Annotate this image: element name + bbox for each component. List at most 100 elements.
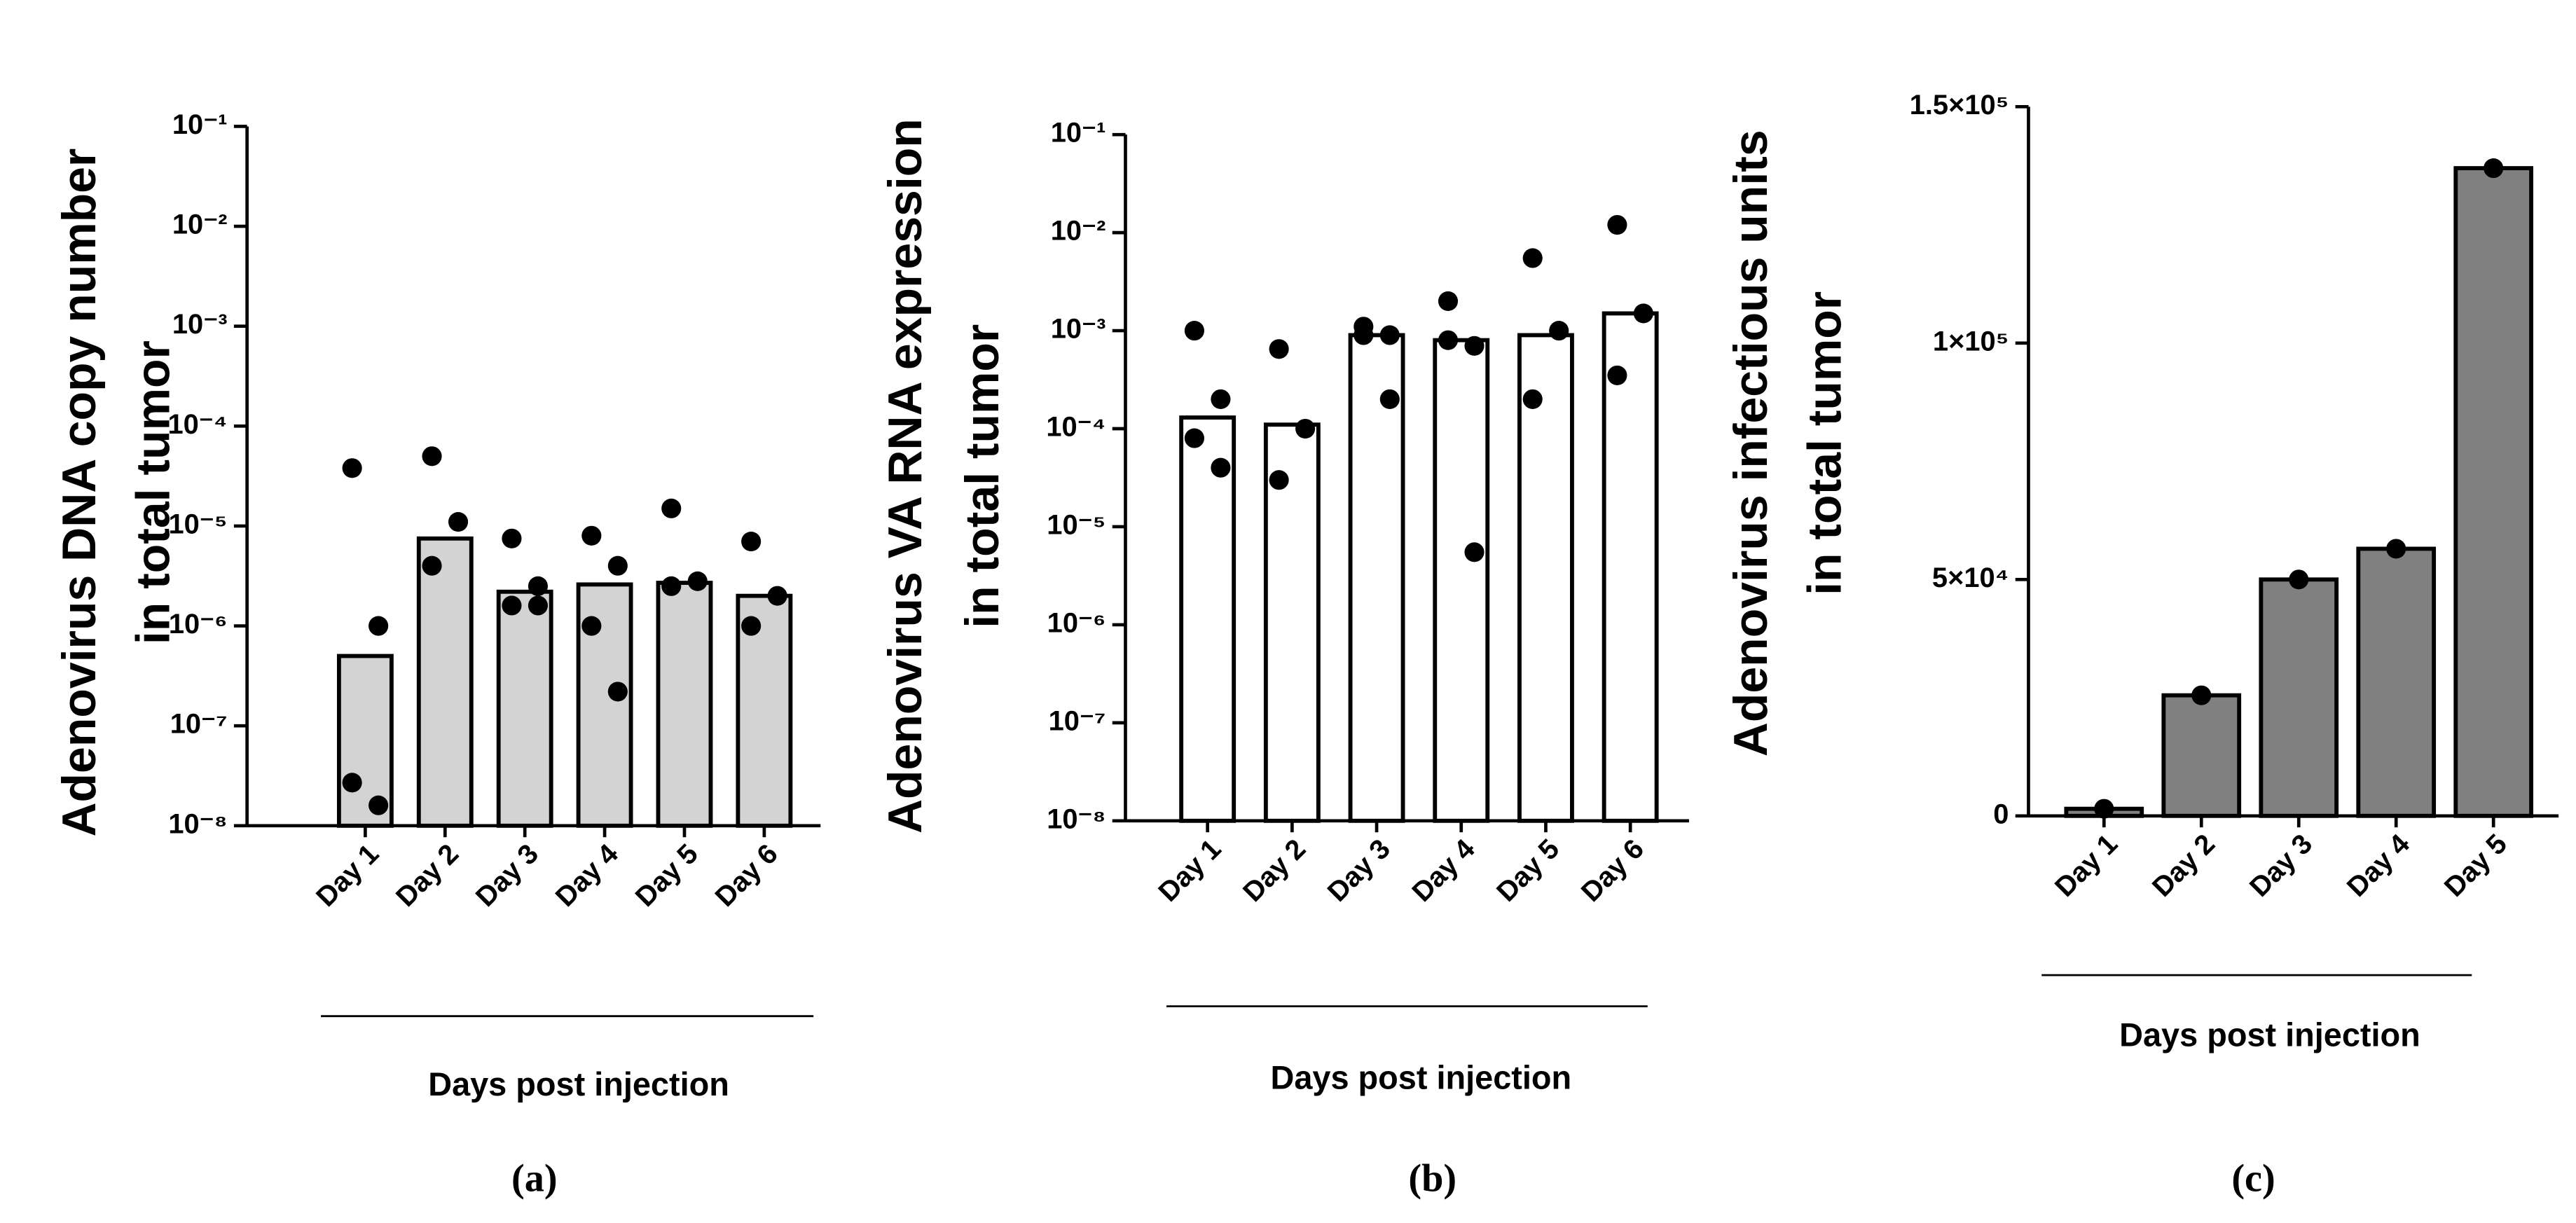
y-tick-label: 10⁻³ xyxy=(172,309,228,340)
y-tick-label: 10⁻⁷ xyxy=(1049,705,1106,736)
data-point xyxy=(2191,685,2212,705)
y-tick-label: 10⁻² xyxy=(1051,216,1106,247)
x-tick-label: Day 3 xyxy=(470,838,544,913)
data-point xyxy=(607,555,628,576)
panel-label: (a) xyxy=(511,1156,558,1200)
bar xyxy=(416,536,474,828)
data-point xyxy=(1269,339,1289,359)
bar xyxy=(2453,166,2534,818)
data-point xyxy=(1211,389,1231,409)
data-point xyxy=(1379,389,1400,409)
data-point xyxy=(607,682,628,702)
x-tick-label: Day 2 xyxy=(2147,829,2221,903)
data-point xyxy=(528,595,548,616)
data-point xyxy=(1464,542,1485,562)
data-point xyxy=(2386,539,2406,559)
data-point xyxy=(1379,325,1400,345)
panel-label: (b) xyxy=(1408,1156,1456,1200)
y-tick-label: 10⁻² xyxy=(172,209,228,240)
data-point xyxy=(422,555,442,576)
x-axis-label: Days post injection xyxy=(1271,1059,1572,1096)
x-tick-label: Day 6 xyxy=(709,838,783,913)
x-tick-label: Day 1 xyxy=(310,838,385,913)
y-axis-label: in total tumor xyxy=(127,340,180,644)
y-axis-label: in total tumor xyxy=(956,324,1009,628)
y-tick-label: 1.5×10⁵ xyxy=(1910,90,2009,120)
x-tick-label: Day 3 xyxy=(1322,834,1396,908)
x-tick-label: Day 1 xyxy=(1152,834,1227,908)
data-point xyxy=(1464,336,1485,356)
bar xyxy=(1602,311,1659,823)
y-tick-label: 10⁻⁵ xyxy=(168,509,227,539)
bar xyxy=(1348,333,1405,823)
y-tick-label: 10⁻⁴ xyxy=(1046,412,1106,443)
data-point xyxy=(448,511,469,532)
data-point xyxy=(1269,470,1289,490)
data-point xyxy=(581,616,602,636)
data-point xyxy=(661,498,682,518)
data-point xyxy=(1295,418,1316,439)
x-tick-label: Day 6 xyxy=(1576,834,1650,908)
bar xyxy=(1433,338,1490,823)
data-point xyxy=(1607,214,1627,235)
y-tick-label: 10⁻⁶ xyxy=(169,609,228,640)
y-tick-label: 10⁻⁸ xyxy=(1047,803,1106,834)
data-point xyxy=(528,576,548,596)
x-tick-label: Day 5 xyxy=(630,838,704,913)
y-tick-label: 5×10⁴ xyxy=(1932,562,2009,593)
x-tick-label: Day 3 xyxy=(2244,829,2318,903)
x-tick-label: Day 4 xyxy=(1406,834,1480,908)
data-point xyxy=(2484,158,2504,179)
data-point xyxy=(1607,365,1627,385)
y-tick-label: 10⁻¹ xyxy=(172,109,228,140)
data-point xyxy=(1633,303,1653,324)
data-point xyxy=(741,616,762,636)
data-point xyxy=(502,528,522,548)
y-axis-label: in total tumor xyxy=(1798,291,1852,595)
data-point xyxy=(687,571,708,591)
x-tick-label: Day 2 xyxy=(1237,834,1311,908)
x-tick-label: Day 5 xyxy=(1491,834,1565,908)
data-point xyxy=(1184,321,1204,341)
x-tick-label: Day 4 xyxy=(2341,829,2416,903)
x-axis-label: Days post injection xyxy=(2119,1017,2420,1053)
x-tick-label: Day 1 xyxy=(2049,829,2123,903)
data-point xyxy=(369,616,389,636)
data-point xyxy=(2094,799,2114,819)
y-tick-label: 10⁻⁶ xyxy=(1047,607,1106,638)
data-point xyxy=(342,773,362,793)
data-point xyxy=(422,446,442,467)
data-point xyxy=(369,795,389,815)
data-point xyxy=(741,531,762,552)
x-axis-label: Days post injection xyxy=(428,1066,729,1103)
y-tick-label: 1×10⁵ xyxy=(1933,326,2009,357)
data-point xyxy=(1211,457,1231,478)
y-tick-label: 10⁻⁵ xyxy=(1047,509,1106,540)
y-tick-label: 10⁻⁴ xyxy=(167,409,227,440)
bar xyxy=(2259,577,2339,818)
data-point xyxy=(1522,248,1543,268)
data-point xyxy=(342,458,362,478)
data-point xyxy=(661,576,682,596)
x-tick-label: Day 4 xyxy=(550,838,624,913)
bar xyxy=(1517,333,1574,823)
data-point xyxy=(1549,321,1569,341)
y-tick-label: 0 xyxy=(1993,799,2009,829)
data-point xyxy=(1438,330,1459,350)
bar xyxy=(2161,693,2242,818)
data-point xyxy=(502,595,522,616)
bar xyxy=(1179,415,1237,823)
y-axis-label: Adenovirus infectious units xyxy=(1724,130,1777,756)
data-point xyxy=(1184,428,1204,448)
data-point xyxy=(1438,291,1459,312)
x-tick-label: Day 5 xyxy=(2439,829,2513,903)
data-point xyxy=(1522,389,1543,409)
y-axis-label: Adenovirus DNA copy number xyxy=(53,148,106,837)
data-point xyxy=(767,586,787,606)
bar xyxy=(1263,422,1321,823)
y-tick-label: 10⁻¹ xyxy=(1051,118,1106,148)
x-tick-label: Day 2 xyxy=(390,838,464,913)
data-point xyxy=(2289,569,2309,590)
panel-label: (c) xyxy=(2231,1156,2275,1200)
